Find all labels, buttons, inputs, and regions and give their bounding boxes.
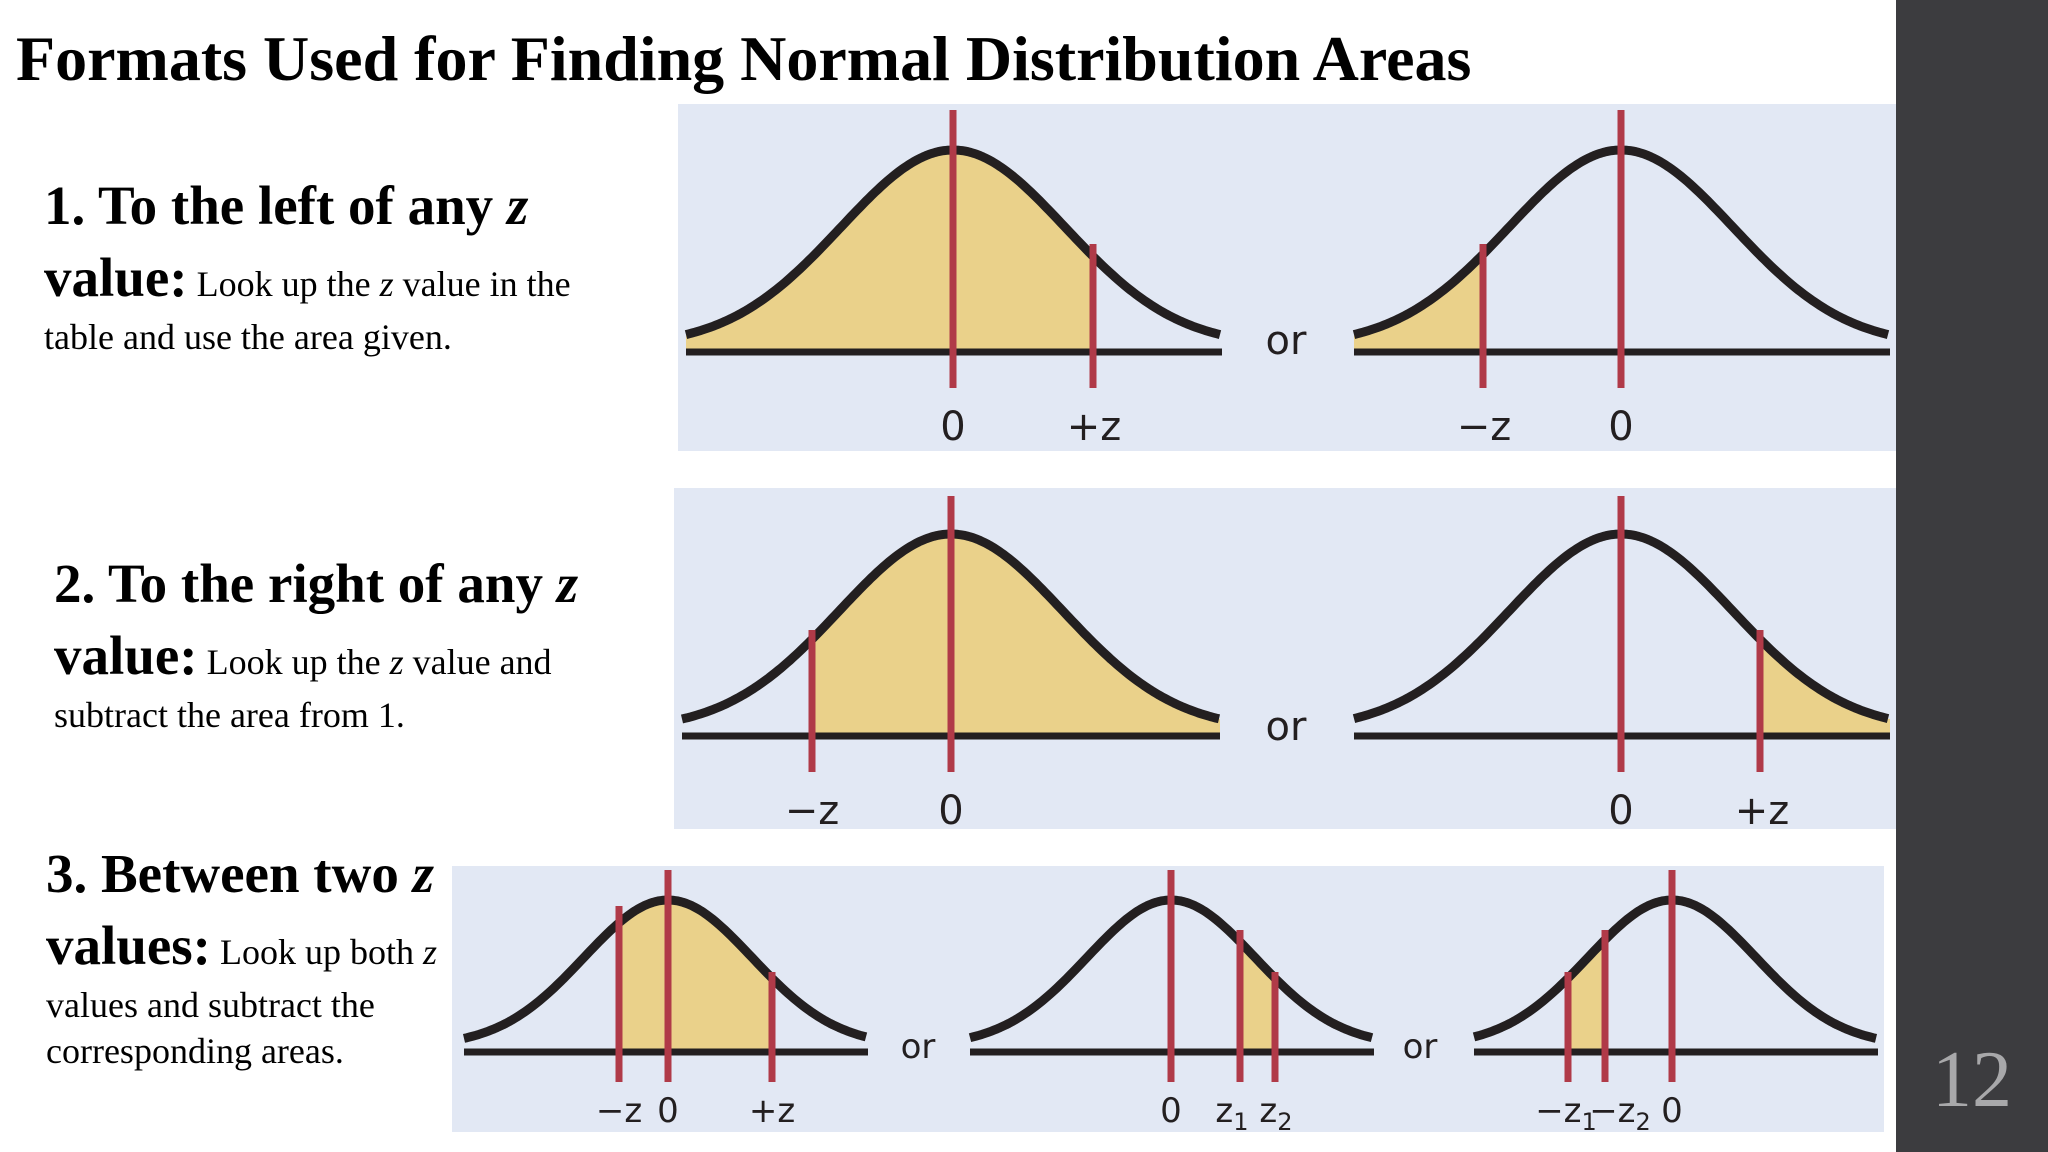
tick-zero: 0 [1661,1091,1683,1131]
tick-minus-z1: −z1 [1535,1091,1597,1136]
tick-minus-z: −z [596,1091,642,1131]
section-right-description: 2. To the right of any z value: Look up … [54,548,644,738]
tick-zero: 0 [940,404,965,450]
tick-zero: 0 [1608,404,1633,450]
shaded-area-between-negative-z [1568,939,1605,1052]
section-between-body: Look up both z values and subtract the c… [46,932,438,1071]
or-label-1: or [1266,318,1307,364]
tick-minus-z: −z [1457,404,1512,450]
tick-plus-z: +z [1735,788,1790,834]
section-between-heading: 3. Between two z values: [46,843,434,976]
tick-plus-z: +z [749,1091,795,1131]
tick-z2: z2 [1259,1091,1292,1136]
section-left-heading: 1. To the left of any z value: [44,175,529,308]
section-left-body: Look up the z value in the table and use… [44,264,571,357]
slide-title: Formats Used for Finding Normal Distribu… [16,23,1472,94]
shaded-area-between-symmetric-z [619,900,772,1052]
tick-zero: 0 [938,788,963,834]
tick-minus-z2: −z2 [1589,1091,1651,1136]
section-right-heading: 2. To the right of any z value: [54,553,579,686]
section-left-description: 1. To the left of any z value: Look up t… [44,170,644,360]
or-label-2: or [1266,704,1307,750]
shaded-area-right-area-negative-z [812,534,1220,736]
section-between-description: 3. Between two z values: Look up both z … [46,838,456,1074]
tick-zero: 0 [1608,788,1633,834]
tick-zero: 0 [1160,1091,1182,1131]
tick-plus-z: +z [1067,404,1122,450]
slide-number: 12 [1932,1036,2012,1124]
shaded-area-left-area-positive-z [686,150,1093,352]
or-label-4: or [1403,1027,1438,1067]
slide-sidebar [1896,0,2048,1152]
tick-z1: z1 [1215,1091,1248,1136]
tick-zero: 0 [657,1091,679,1131]
section-right-body: Look up the z value and subtract the are… [54,642,552,735]
or-label-3: or [901,1027,936,1067]
tick-minus-z: −z [785,788,840,834]
